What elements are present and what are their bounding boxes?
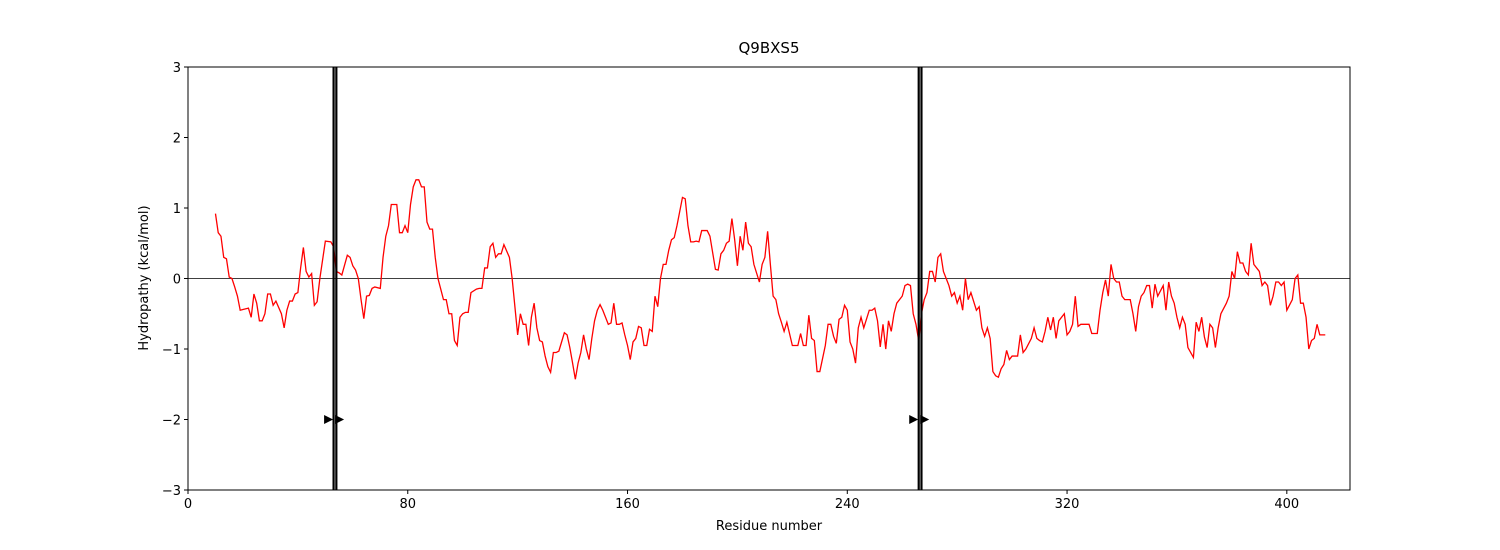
y-tick-label: 3 <box>173 61 181 76</box>
y-tick-label: 1 <box>173 202 181 217</box>
plot-area <box>188 67 1350 490</box>
site-marker <box>909 415 919 424</box>
x-tick-label: 240 <box>835 497 860 512</box>
chart-title: Q9BXS5 <box>739 39 800 57</box>
y-tick-label: 2 <box>173 132 181 147</box>
x-tick-label: 320 <box>1055 497 1080 512</box>
x-tick-label: 160 <box>615 497 640 512</box>
site-marker <box>324 415 334 424</box>
x-tick-label: 400 <box>1274 497 1299 512</box>
y-tick-label: −3 <box>162 484 181 499</box>
y-tick-label: −1 <box>162 343 181 358</box>
y-tick-label: 0 <box>173 273 181 288</box>
x-tick-label: 0 <box>184 497 192 512</box>
y-axis-label: Hydropathy (kcal/mol) <box>137 205 152 350</box>
site-marker <box>335 415 345 424</box>
site-marker <box>920 415 930 424</box>
x-tick-label: 80 <box>399 497 416 512</box>
y-tick-label: −2 <box>162 414 181 429</box>
x-axis-label: Residue number <box>716 519 823 534</box>
data-line <box>214 179 1326 380</box>
